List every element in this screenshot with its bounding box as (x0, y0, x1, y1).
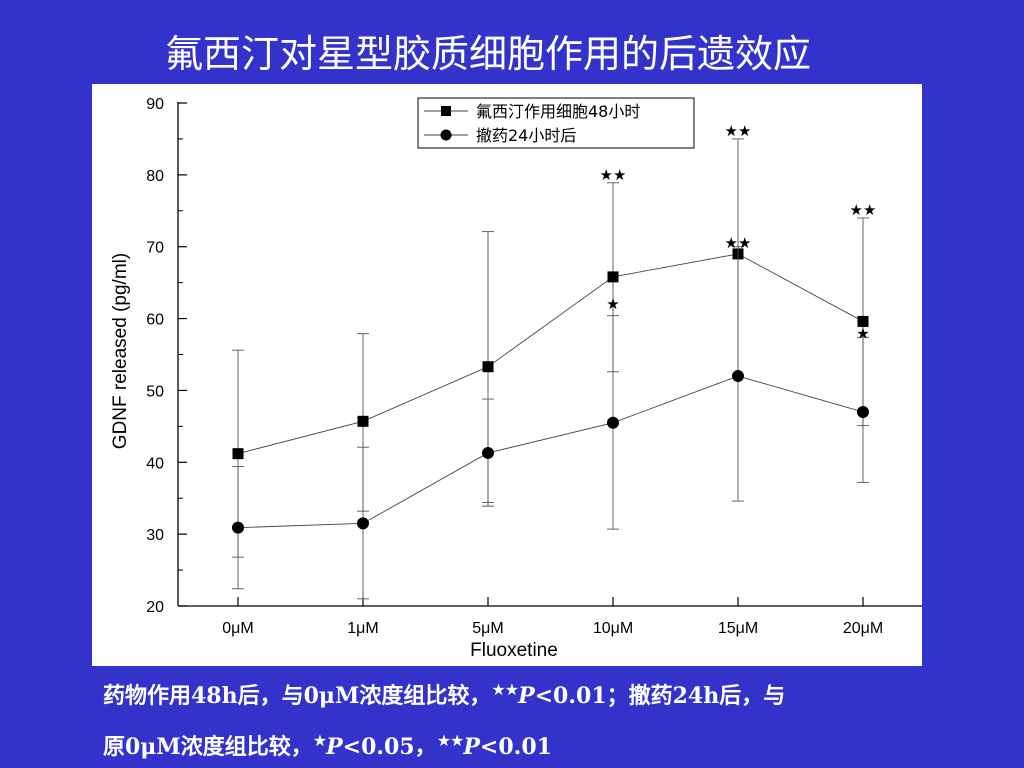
slide-title: 氟西汀对星型胶质细胞作用的后遗效应 (164, 32, 811, 76)
legend-marker (441, 106, 451, 116)
significance-marker: ★ (606, 295, 619, 313)
significance-stars: ★★ (436, 731, 465, 750)
chart-panel: 20 30 40 50 60 70 80 90 0μM 1μM 5μM 10μM 15μM 20μM ★★… (92, 84, 922, 666)
data-point (482, 446, 494, 459)
significance-marker: ★★ (725, 234, 752, 252)
y-tick-label: 50 (146, 383, 164, 400)
data-point (482, 361, 494, 373)
caption-text: <0.05， (342, 734, 437, 760)
data-point (607, 416, 619, 429)
legend-marker (440, 129, 452, 141)
significance-stars: ★★ (491, 680, 519, 699)
p-symbol: P (326, 734, 343, 760)
data-point (732, 370, 744, 383)
significance-marker: ★★ (725, 122, 752, 140)
data-point (232, 448, 244, 460)
data-point (857, 405, 869, 418)
significance-marker: ★★ (850, 201, 877, 219)
p-symbol: P (518, 683, 535, 709)
series-2: ★★★★ (232, 234, 870, 600)
caption-line-1: 药物作用48h后，与0μM浓度组比较，★★P<0.01；撤药24h后，与 (103, 675, 785, 711)
series-line (237, 253, 864, 455)
caption-text: <0.01 (479, 734, 552, 760)
series-1: ★★★★★★ (232, 122, 877, 558)
data-point (857, 315, 869, 327)
y-tick-label: 20 (146, 599, 164, 616)
y-axis-label: GDNF released (pg/ml) (110, 253, 131, 449)
legend-item: 氟西汀作用细胞48小时 (424, 102, 640, 121)
y-tick-label: 30 (146, 527, 164, 544)
legend-item: 撤药24小时后 (424, 126, 576, 145)
data-point (232, 521, 244, 534)
y-tick-label: 70 (146, 240, 164, 257)
y-tick-label: 80 (146, 168, 164, 185)
data-point (357, 415, 369, 427)
legend-label: 撤药24小时后 (476, 126, 576, 145)
tick-group: 20 30 40 50 60 70 80 90 0μM 1μM 5μM 10μM 15μM 20μM (146, 96, 883, 637)
caption-text: 原0μM浓度组比较， (103, 734, 313, 760)
series-group: ★★★★★★★★★★ (232, 122, 877, 600)
x-tick-label: 20μM (843, 620, 883, 637)
data-point (607, 271, 619, 283)
x-tick-label: 0μM (222, 620, 253, 637)
legend-label: 氟西汀作用细胞48小时 (476, 102, 640, 121)
data-point (357, 517, 369, 530)
x-tick-label: 15μM (718, 620, 758, 637)
x-tick-label: 10μM (593, 620, 633, 637)
significance-marker: ★★ (600, 166, 627, 184)
y-tick-label: 90 (146, 96, 164, 113)
caption-text: 药物作用48h后，与0μM浓度组比较， (103, 683, 492, 709)
significance-stars: ★ (312, 731, 327, 750)
axes (177, 102, 922, 607)
x-tick-label: 1μM (347, 620, 378, 637)
series-line (237, 375, 864, 529)
y-tick-label: 40 (146, 455, 164, 472)
legend-box (417, 97, 695, 149)
caption-text: <0.01；撤药24h后，与 (534, 683, 786, 709)
y-tick-label: 60 (146, 312, 164, 329)
x-tick-label: 5μM (472, 620, 503, 637)
significance-marker: ★ (856, 325, 869, 343)
x-axis-label: Fluoxetine (470, 640, 558, 661)
caption-line-2: 原0μM浓度组比较，★P<0.05，★★P<0.01 (103, 726, 552, 762)
p-symbol: P (463, 734, 480, 760)
